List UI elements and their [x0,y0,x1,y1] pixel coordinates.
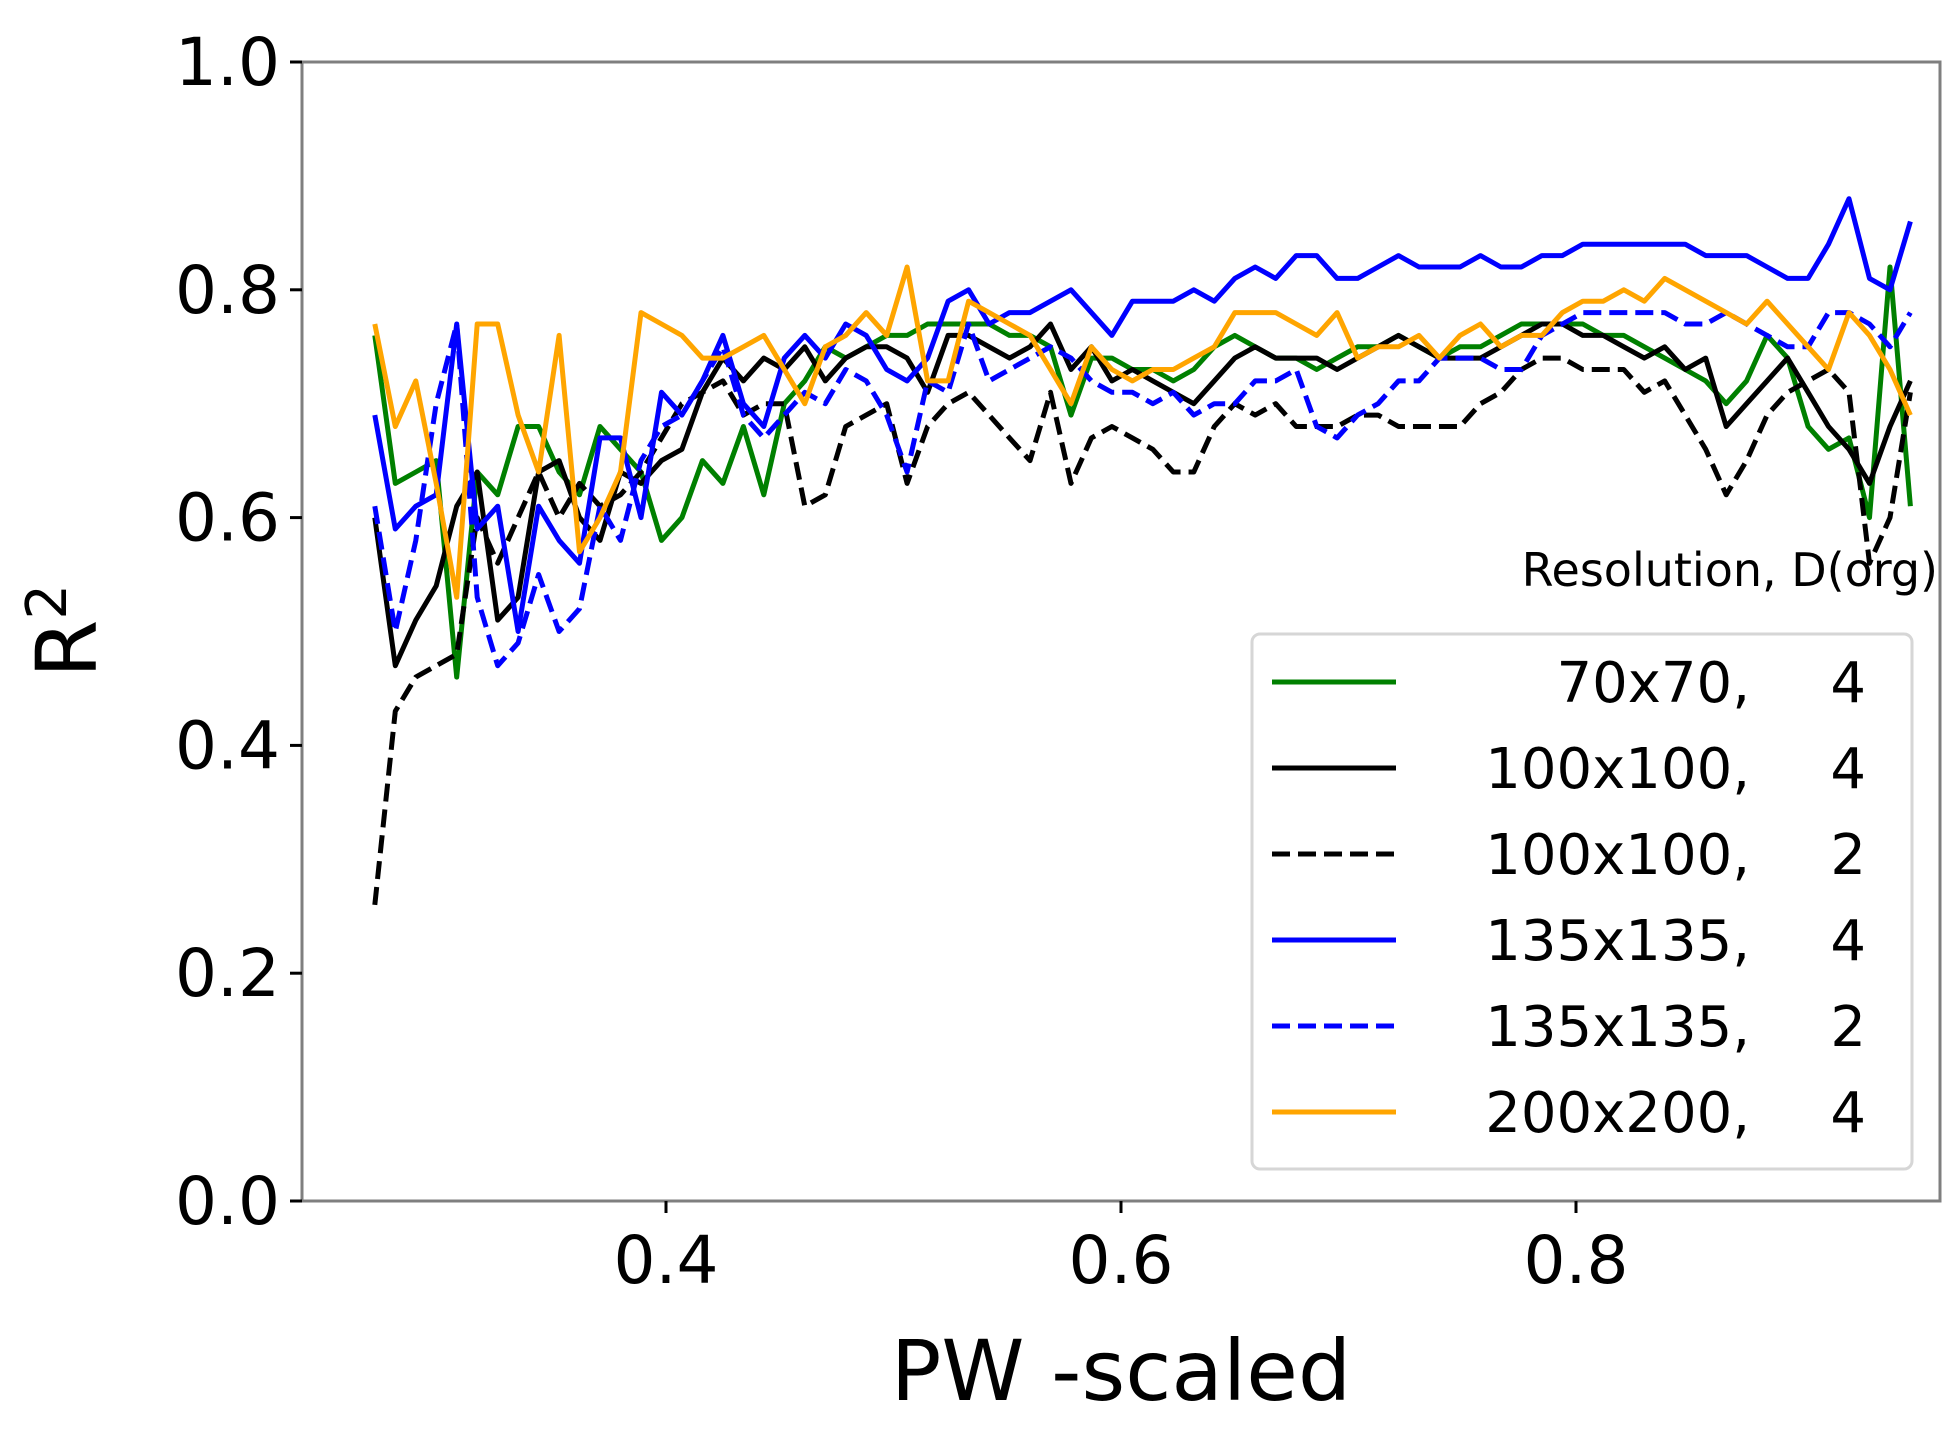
legend-box [1250,632,1914,1171]
legend-d-5: 4 [1830,1081,1866,1146]
axis-ticks: 0.0 0.2 0.4 0.6 0.8 1.0 0.4 0.6 0.8 [175,24,1628,1299]
x-tick-label: 0.8 [1524,1222,1629,1299]
legend-d-3: 4 [1830,909,1866,974]
legend-resolution-3: 135x135, [1485,909,1750,974]
x-tick-label: 0.4 [614,1222,719,1299]
y-tick-label: 0.8 [175,252,280,329]
legend-resolution-0: 70x70, [1557,651,1750,716]
y-axis-label-base: R [18,620,116,678]
y-tick-label: 0.2 [175,935,280,1012]
y-tick-label: 0.0 [175,1163,280,1240]
legend-resolution-5: 200x200, [1485,1081,1750,1146]
legend-resolution-2: 100x100, [1485,823,1750,888]
series-line-5 [372,264,1913,600]
y-tick-label: 0.4 [175,707,280,784]
series-line-3 [372,196,1913,634]
legend-resolution-4: 135x135, [1485,995,1750,1060]
legend-entries: 70x70, 4 100x100, 4 100x100, 2 135x135, 4 135x13… [1272,651,1866,1146]
legend-resolution-1: 100x100, [1485,737,1750,802]
y-tick-label: 0.6 [175,480,280,557]
y-axis-label-superscript: 2 [15,584,80,620]
y-axis-label: R2 [15,584,116,678]
legend-d-2: 2 [1830,823,1866,888]
legend-d-4: 2 [1830,995,1866,1060]
legend: 70x70, 4 100x100, 4 100x100, 2 135x135, 4 135x13… [1250,632,1914,1171]
legend-d-0: 4 [1830,651,1866,716]
x-tick-label: 0.6 [1069,1222,1174,1299]
y-tick-label: 1.0 [175,24,280,101]
x-axis-label: PW -scaled [891,1322,1351,1420]
legend-title: Resolution, D(org) [1522,543,1938,597]
legend-d-1: 4 [1830,737,1866,802]
series-layer [372,196,1913,906]
